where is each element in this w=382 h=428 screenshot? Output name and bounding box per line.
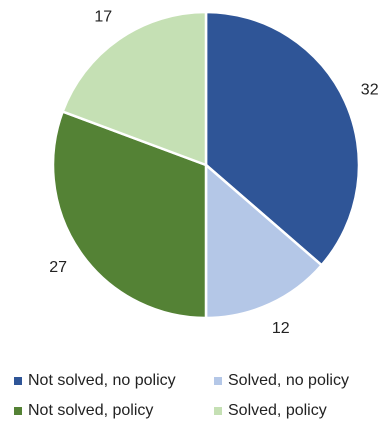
legend-item-not-solved-policy: Not solved, policy xyxy=(14,402,214,420)
pie-slice-not-solved-policy xyxy=(51,110,208,320)
legend-label-solved-no-policy: Solved, no policy xyxy=(228,372,349,389)
pie-slice-solved-policy xyxy=(61,10,208,167)
legend-item-not-solved-no-policy: Not solved, no policy xyxy=(14,372,214,390)
legend-swatch-solved-no-policy xyxy=(214,377,222,385)
value-label-solved-policy: 17 xyxy=(94,8,112,25)
legend-swatch-not-solved-no-policy xyxy=(14,377,22,385)
pie-slices xyxy=(51,10,361,320)
legend-item-solved-no-policy: Solved, no policy xyxy=(214,372,374,390)
pie-slice-solved-no-policy xyxy=(204,163,323,320)
value-label-not-solved-policy: 27 xyxy=(49,259,67,276)
legend-swatch-solved-policy xyxy=(214,407,222,415)
legend-label-not-solved-policy: Not solved, policy xyxy=(28,402,154,419)
legend: Not solved, no policy Solved, no policy … xyxy=(14,372,380,420)
pie-slice-not-solved-no-policy xyxy=(204,10,361,267)
pie-plot-area: 32 12 27 17 xyxy=(49,8,378,337)
legend-swatch-not-solved-policy xyxy=(14,407,22,415)
legend-label-solved-policy: Solved, policy xyxy=(228,402,327,419)
legend-label-not-solved-no-policy: Not solved, no policy xyxy=(28,372,176,389)
legend-item-solved-policy: Solved, policy xyxy=(214,402,374,420)
pie-value-labels: 32 12 27 17 xyxy=(49,8,378,337)
value-label-not-solved-no-policy: 32 xyxy=(361,81,379,98)
value-label-solved-no-policy: 12 xyxy=(272,320,290,337)
